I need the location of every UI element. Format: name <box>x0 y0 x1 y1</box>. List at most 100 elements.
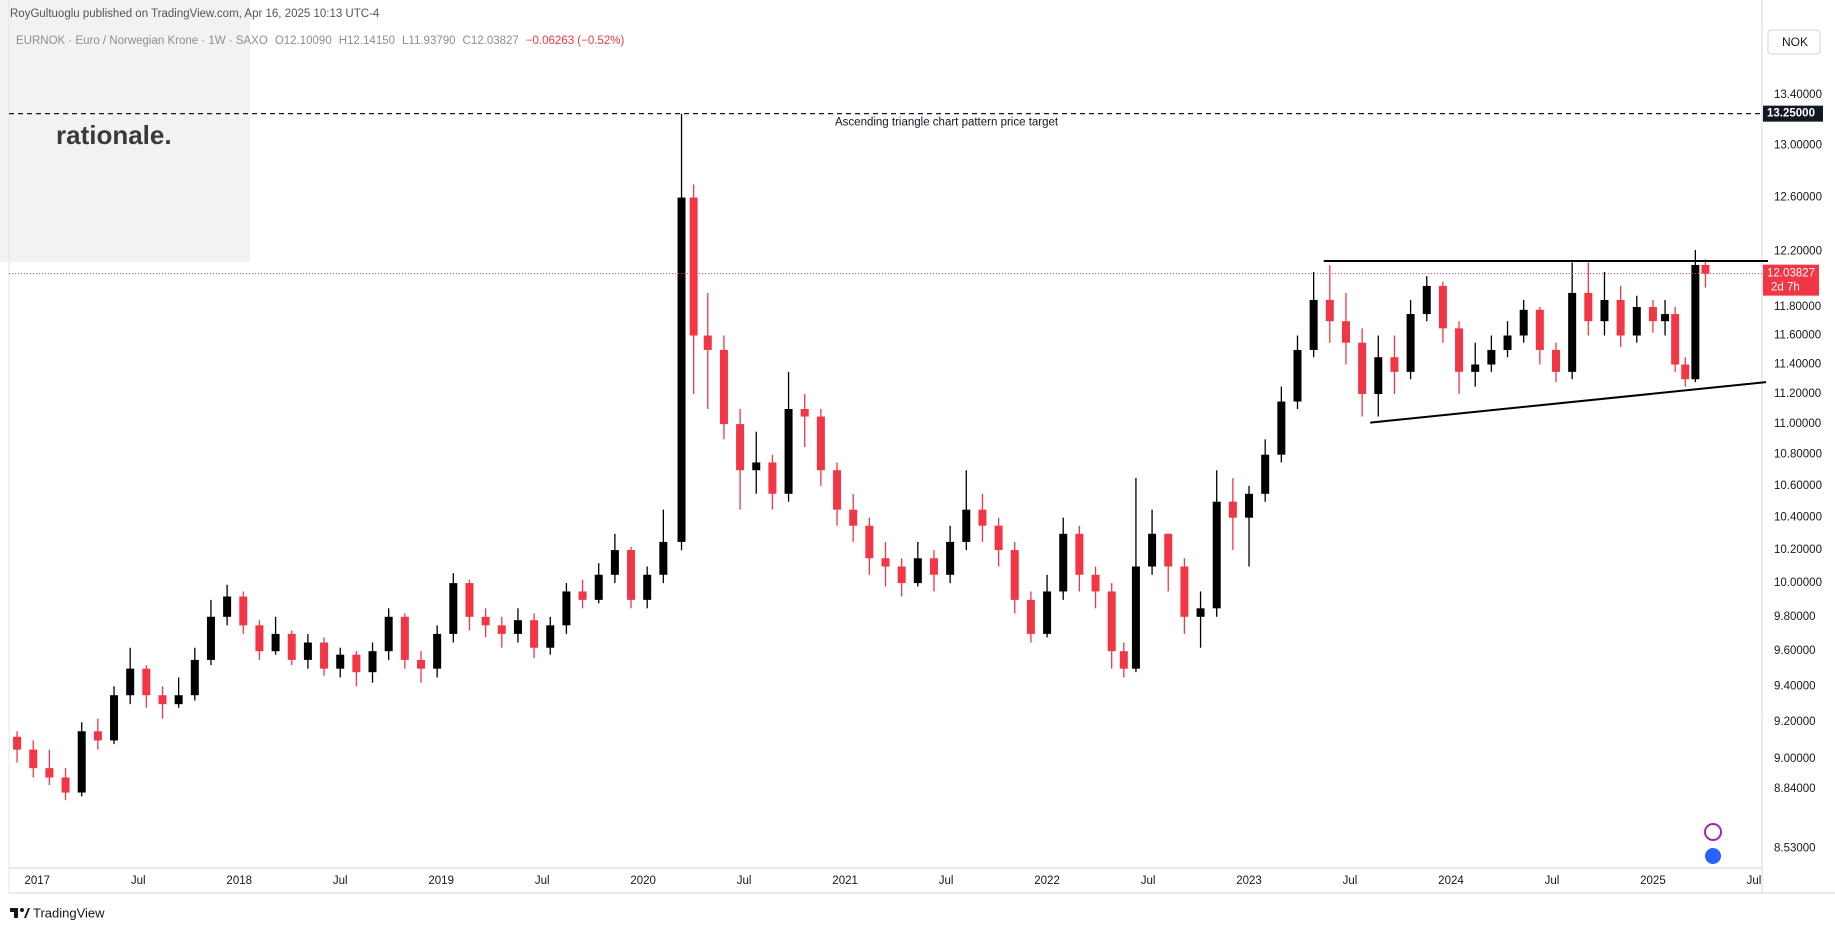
candle-body <box>1552 349 1561 372</box>
logo-part <box>24 908 30 918</box>
watermark: rationale. <box>56 120 172 150</box>
candle-body <box>562 591 571 626</box>
footer-brand: TradingView <box>33 905 105 920</box>
last-price-box <box>1763 264 1819 296</box>
y-tick-label: 9.60000 <box>1774 645 1816 657</box>
candle-body <box>320 642 329 669</box>
candle-body <box>1438 285 1447 329</box>
y-tick-label: 13.40000 <box>1774 89 1822 101</box>
candle-body <box>400 616 409 660</box>
trendline <box>1370 381 1767 424</box>
candle-body <box>1471 364 1480 372</box>
watermark-panel <box>0 0 250 262</box>
y-tick-label: 10.40000 <box>1774 512 1822 524</box>
currency-button[interactable] <box>1767 29 1821 55</box>
candle-body <box>497 625 506 634</box>
legend-item: EURNOK · Euro / Norwegian Krone · 1W · S… <box>16 35 268 47</box>
candle-body <box>206 616 215 660</box>
candle-body <box>719 349 728 425</box>
candle-body <box>1309 299 1318 350</box>
candle-body <box>1390 357 1399 372</box>
candle-body <box>1196 608 1205 617</box>
x-tick-label: 2018 <box>226 875 252 887</box>
candle-body <box>465 583 474 617</box>
publisher: RoyGultuoglu published on TradingView.co… <box>10 8 380 20</box>
y-tick-label: 10.60000 <box>1774 480 1822 492</box>
y-tick-label: 8.84000 <box>1774 783 1816 795</box>
candle-body <box>643 574 652 600</box>
candle-body <box>29 749 38 769</box>
candle-body <box>255 625 264 652</box>
x-tick-label: Jul <box>1343 875 1358 887</box>
candle-body <box>897 566 906 584</box>
y-tick-label: 13.00000 <box>1774 139 1822 151</box>
candle-body <box>1261 454 1270 494</box>
candle-body <box>1519 309 1528 336</box>
y-tick-label: 9.40000 <box>1774 680 1816 692</box>
y-tick-label: 9.20000 <box>1774 716 1816 728</box>
candle-body <box>1180 566 1189 617</box>
icon[interactable] <box>1705 848 1721 864</box>
candle-body <box>736 424 745 471</box>
candle-body <box>784 409 793 494</box>
candle-body <box>1648 306 1657 322</box>
x-tick-label: Jul <box>939 875 954 887</box>
candle-body <box>1374 357 1383 395</box>
y-tick-label: 11.20000 <box>1774 388 1821 400</box>
x-tick-label: Jul <box>1141 875 1156 887</box>
candle-body <box>352 654 361 673</box>
x-tick-label: 2017 <box>24 875 50 887</box>
y-tick-label: 10.80000 <box>1774 449 1822 461</box>
legend-item: L11.93790 <box>402 35 456 47</box>
candle-body <box>913 558 922 584</box>
x-tick-label: 2024 <box>1438 875 1464 887</box>
candle-body <box>1584 292 1593 322</box>
currency[interactable]: NOK <box>1782 35 1808 49</box>
candle-body <box>530 620 539 648</box>
legend-item: O12.10090 <box>275 35 332 47</box>
candle-body <box>1075 533 1084 575</box>
icon[interactable] <box>1704 823 1722 841</box>
candle-body <box>1277 401 1286 455</box>
candle-body <box>994 525 1003 551</box>
candle-body <box>1616 299 1625 336</box>
candle-body <box>45 768 54 778</box>
candle-body <box>13 736 22 750</box>
candle-body <box>190 659 199 696</box>
candle-body <box>546 625 555 648</box>
legend: EURNOK · Euro / Norwegian Krone · 1W · S… <box>16 35 624 47</box>
candle-body <box>881 558 890 567</box>
candle-body <box>1503 335 1512 350</box>
x-tick-label: 2025 <box>1640 875 1666 887</box>
candle-body <box>416 659 425 669</box>
y-tick-label: 10.00000 <box>1774 577 1822 589</box>
candle-body <box>1245 493 1254 518</box>
candle-body <box>800 409 809 417</box>
candle-body <box>158 695 167 705</box>
candle-body <box>384 616 393 652</box>
x-tick-label: Jul <box>1747 875 1762 887</box>
candle-body <box>287 633 296 660</box>
candle-body <box>142 668 151 696</box>
candle-body <box>1164 533 1173 567</box>
candle-body <box>513 620 522 634</box>
y-tick-label: 11.40000 <box>1774 359 1821 371</box>
candle-body <box>1325 299 1334 322</box>
candle-body <box>929 558 938 575</box>
x-tick-label: 2022 <box>1034 875 1060 887</box>
candle-body <box>1341 321 1350 343</box>
candle-body <box>110 695 119 741</box>
candle-body <box>433 633 442 669</box>
candle-body <box>1131 566 1140 669</box>
candle-body <box>1671 314 1680 365</box>
logo-part <box>20 908 24 912</box>
candle-body <box>578 591 587 600</box>
candle-body <box>368 651 377 673</box>
candle-body <box>126 668 135 696</box>
legend-item: −0.06263 (−0.52%) <box>526 35 625 47</box>
y-tick-label: 8.53000 <box>1774 842 1816 854</box>
logo-part <box>14 908 18 918</box>
y-tick-label: 12.60000 <box>1774 192 1822 204</box>
